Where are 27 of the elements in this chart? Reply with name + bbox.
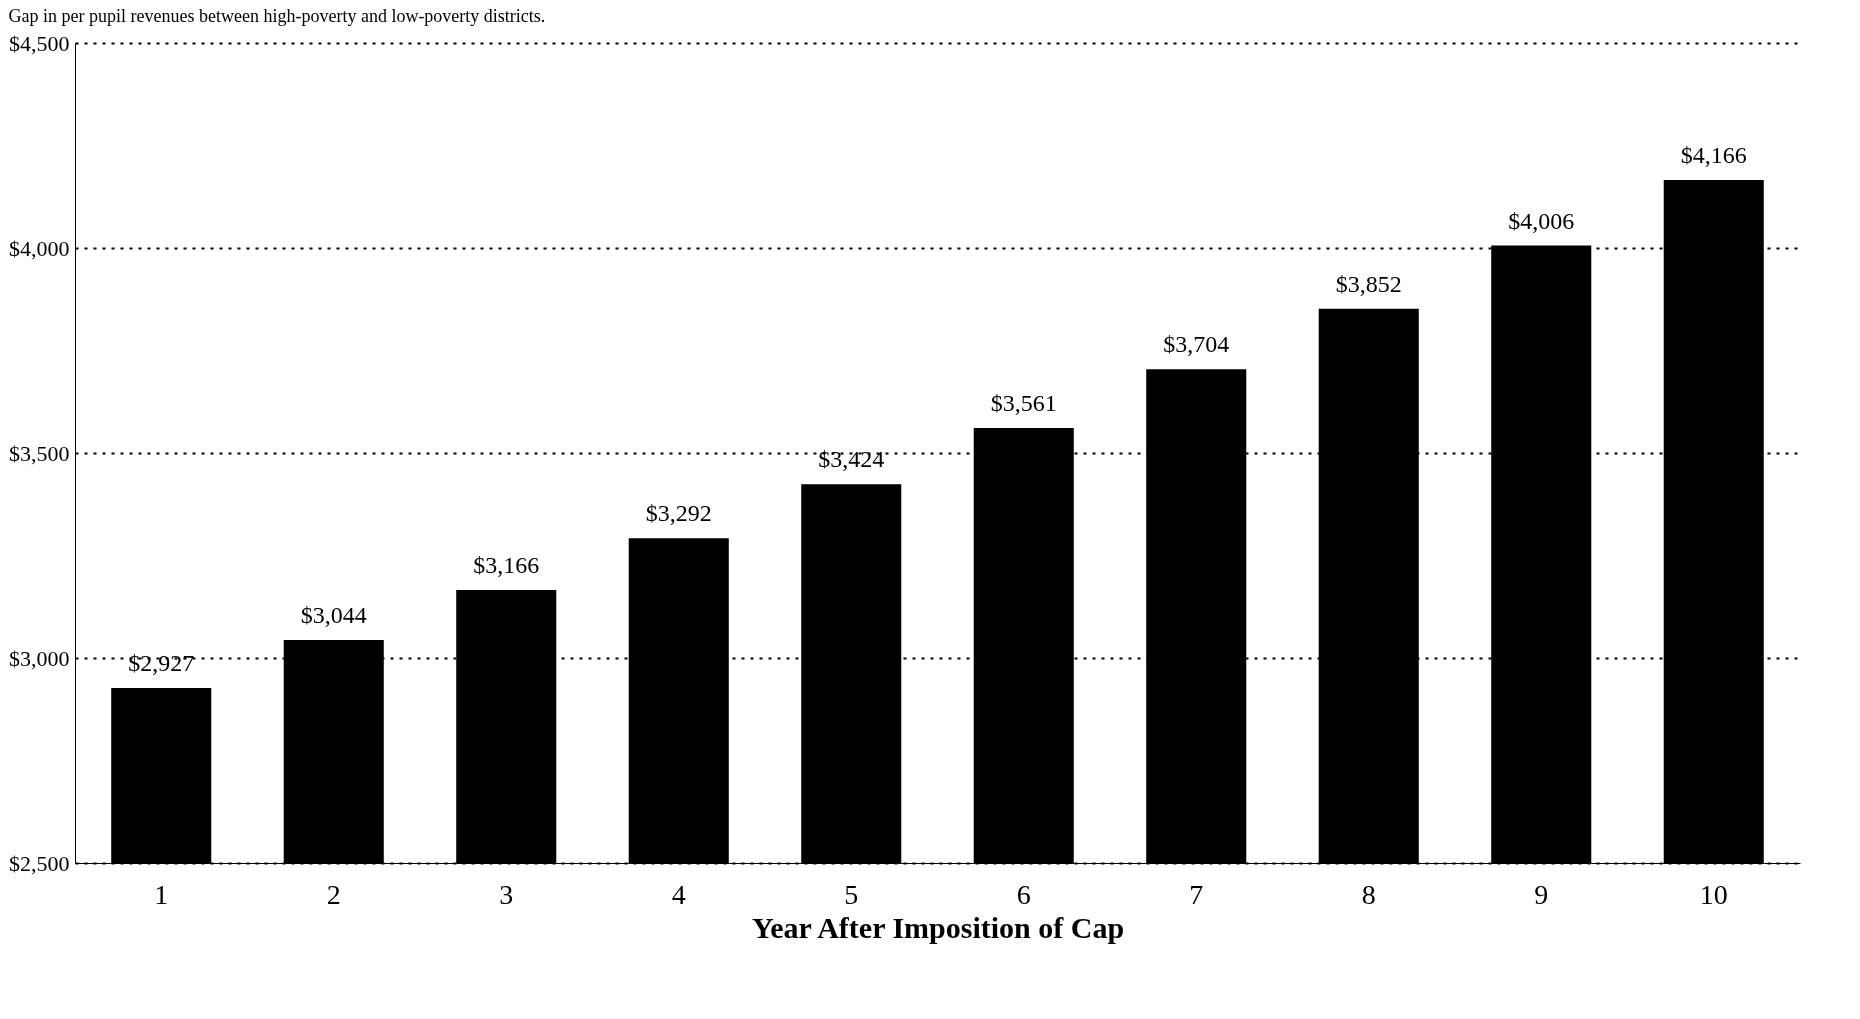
- data-label: $4,006: [1508, 207, 1575, 234]
- y-tick-label: $2,500: [9, 850, 70, 876]
- data-label: $3,424: [818, 446, 885, 473]
- y-tick-label: $3,000: [9, 645, 70, 671]
- data-label: $3,292: [645, 500, 712, 527]
- data-label: $2,927: [128, 649, 195, 676]
- y-tick-label: $3,500: [9, 440, 70, 466]
- y-tick-label: $4,500: [9, 30, 70, 56]
- x-tick-label: 9: [1534, 878, 1549, 910]
- x-tick-label: 8: [1361, 878, 1376, 910]
- data-label: $3,561: [990, 389, 1057, 416]
- x-axis-title: Year After Imposition of Cap: [751, 910, 1125, 944]
- x-tick-label: 6: [1016, 878, 1031, 910]
- x-tick-label: 2: [326, 878, 341, 910]
- x-tick-label: 5: [844, 878, 859, 910]
- data-label: $3,044: [300, 601, 367, 628]
- data-label: $4,166: [1680, 141, 1747, 168]
- data-label: $3,852: [1335, 270, 1402, 297]
- chart-title: Gap in per pupil revenues between high-poverty and low-poverty districts.: [8, 6, 546, 26]
- y-tick-label: $4,000: [9, 235, 70, 261]
- x-tick-label: 1: [154, 878, 169, 910]
- x-tick-label: 7: [1189, 878, 1204, 910]
- data-label: $3,166: [473, 551, 540, 578]
- data-label: $3,704: [1163, 331, 1230, 358]
- x-tick-label: 4: [671, 878, 686, 910]
- x-tick-label: 3: [499, 878, 514, 910]
- x-tick-label: 10: [1699, 878, 1728, 910]
